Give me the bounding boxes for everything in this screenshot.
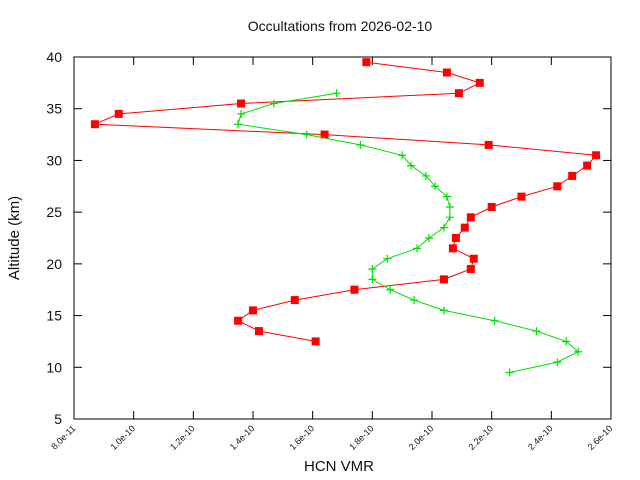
data-point-square <box>469 254 478 263</box>
data-point-plus <box>439 223 448 232</box>
data-point-square <box>320 130 329 139</box>
data-point-square <box>254 327 263 336</box>
data-point-square <box>290 296 299 305</box>
data-point-square <box>475 78 484 87</box>
data-point-plus <box>234 120 243 129</box>
data-point-square <box>487 202 496 211</box>
data-point-square <box>568 171 577 180</box>
data-point-plus <box>532 327 541 336</box>
y-tick-label: 15 <box>46 308 62 324</box>
data-point-square <box>517 192 526 201</box>
data-point-plus <box>332 89 341 98</box>
data-point-square <box>249 306 257 315</box>
x-tick-label: 1.8e-10 <box>347 423 376 452</box>
data-point-square <box>454 89 463 98</box>
data-point-plus <box>445 202 454 211</box>
data-point-square <box>451 234 460 242</box>
data-point-plus <box>269 99 278 108</box>
x-tick-label: 1.2e-10 <box>168 423 197 452</box>
plot-area <box>73 56 612 420</box>
y-tick-label: 20 <box>46 256 62 272</box>
data-point-plus <box>386 285 395 294</box>
data-point-plus <box>425 234 434 242</box>
data-point-square <box>592 151 601 160</box>
y-tick-label: 35 <box>46 101 62 117</box>
data-point-square <box>460 223 469 232</box>
x-tick-label: 2.6e-10 <box>586 423 615 452</box>
data-point-plus <box>302 130 311 139</box>
series-occultation-2 <box>234 89 583 377</box>
series-line <box>94 61 598 342</box>
data-point-plus <box>368 265 377 274</box>
data-point-square <box>237 99 246 108</box>
x-tick-label: 2.2e-10 <box>466 423 495 452</box>
data-point-plus <box>383 254 392 263</box>
x-tick-label: 1.4e-10 <box>228 423 257 452</box>
data-point-plus <box>430 182 439 191</box>
x-axis-label: HCN VMR <box>304 458 374 475</box>
data-point-plus <box>407 161 416 170</box>
y-tick-label: 10 <box>46 359 62 375</box>
plot-border <box>73 56 612 420</box>
data-point-square <box>553 182 562 191</box>
data-point-plus <box>398 151 407 160</box>
series-occultation-1 <box>90 58 601 346</box>
data-point-plus <box>574 347 583 356</box>
y-tick-label: 25 <box>46 204 62 220</box>
y-axis: 5 10 15 20 25 30 35 40 <box>46 49 611 427</box>
data-point-square <box>439 275 448 284</box>
x-tick-label: 2.0e-10 <box>407 423 436 452</box>
x-axis: 8.0e-11 1.0e-10 1.2e-10 1.4e-10 1.6e-10 1.8e-… <box>49 57 614 452</box>
data-point-plus <box>442 192 451 201</box>
data-point-plus <box>445 213 454 222</box>
data-point-plus <box>553 358 562 367</box>
data-point-plus <box>356 140 365 149</box>
data-point-plus <box>505 368 514 377</box>
data-point-plus <box>439 306 448 315</box>
data-point-square <box>362 58 371 67</box>
series-layer <box>90 58 601 377</box>
data-point-plus <box>490 316 499 325</box>
data-point-plus <box>562 337 571 346</box>
data-point-square <box>234 316 243 325</box>
y-axis-label: Altitude (km) <box>6 196 23 280</box>
data-point-square <box>466 265 475 274</box>
data-point-square <box>311 337 320 346</box>
series-line <box>237 92 580 373</box>
x-tick-label: 2.4e-10 <box>526 423 555 452</box>
x-tick-label: 1.6e-10 <box>287 423 316 452</box>
x-tick-label: 8.0e-11 <box>49 423 77 451</box>
data-point-plus <box>237 109 246 118</box>
data-point-plus <box>422 171 431 180</box>
data-point-square <box>90 120 99 129</box>
y-tick-label: 40 <box>46 49 62 65</box>
x-tick-label: 1.0e-10 <box>108 423 137 452</box>
data-point-square <box>448 244 457 253</box>
data-point-square <box>442 68 451 77</box>
chart-title: Occultations from 2026-02-10 <box>248 18 433 34</box>
data-point-square <box>350 285 359 294</box>
data-point-plus <box>368 275 377 284</box>
data-point-square <box>583 161 592 170</box>
data-point-square <box>484 140 493 149</box>
y-tick-label: 30 <box>46 152 62 168</box>
data-point-square <box>466 213 475 222</box>
data-point-plus <box>413 244 422 253</box>
data-point-plus <box>410 296 419 305</box>
y-tick-label: 5 <box>54 411 62 427</box>
data-point-square <box>114 109 123 118</box>
